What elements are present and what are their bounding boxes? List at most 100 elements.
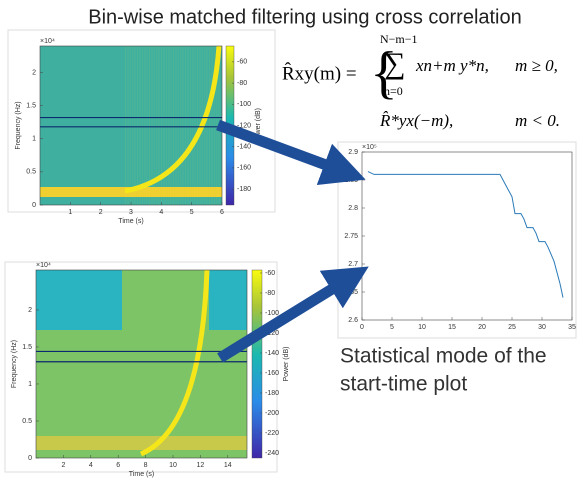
spectrogram-stripe: [180, 46, 182, 205]
x-axis-label: Time (s): [129, 471, 154, 478]
spectrogram-stripe: [141, 46, 143, 205]
spectrogram-stripe: [165, 46, 167, 205]
x-tick-label: 8: [144, 462, 148, 469]
y-axis-label: Frequency (Hz): [11, 340, 18, 388]
x-tick-label: 15: [448, 324, 456, 331]
spectrogram-stripe: [132, 46, 134, 205]
spectrogram-band: [36, 436, 247, 450]
spectrogram-stripe: [134, 46, 136, 205]
x-tick-label: 6: [116, 462, 120, 469]
colorbar: [251, 269, 263, 459]
colorbar-tick-label: -180: [265, 390, 279, 397]
plot-frame: [35, 269, 248, 459]
x-tick-label: 20: [478, 324, 486, 331]
panel: [337, 141, 577, 339]
spectrogram-stripe: [177, 46, 179, 205]
formula-condition: m ≥ 0,: [515, 56, 558, 75]
spectrogram-stripe: [216, 46, 218, 205]
spectrogram-stripe: [211, 46, 213, 205]
colorbar-tick-label: -60: [237, 59, 247, 66]
y-tick-label: 2.65: [344, 289, 358, 296]
spectrogram-stripe: [156, 46, 158, 205]
spectrogram-stripe: [137, 46, 138, 205]
colorbar-tick-label: -180: [237, 186, 251, 193]
axis-exponent: ×10⁵: [362, 144, 377, 151]
spectrogram-stripe: [161, 46, 162, 205]
formula: R̂xy(m) = { N−m−1 ∑ n=0 xn+m y*n, m ≥ 0,…: [282, 32, 560, 130]
spectrogram-stripe: [153, 46, 155, 205]
x-tick-label: 0: [360, 324, 364, 331]
spectrogram-stripe: [139, 46, 141, 205]
spectrogram-stripe: [149, 46, 150, 205]
x-tick-label: 3: [129, 209, 133, 216]
x-tick-label: 5: [190, 209, 194, 216]
x-tick-label: 30: [538, 324, 546, 331]
formula-lower: n=0: [384, 84, 403, 98]
y-axis-label: Frequency (Hz): [15, 101, 22, 149]
colorbar-tick-label: -80: [237, 80, 247, 87]
x-tick-label: 2: [61, 462, 65, 469]
colorbar-tick-label: -160: [237, 165, 251, 172]
y-tick-label: 0: [28, 455, 32, 462]
spectrogram-stripe: [206, 46, 208, 205]
y-tick-label: 0.5: [26, 169, 36, 176]
spectrogram-stripe: [194, 46, 196, 205]
arrow: [217, 266, 369, 363]
y-tick-label: 2.7: [348, 261, 358, 268]
caption: start-time plot: [340, 373, 467, 396]
spectrogram-stripe: [213, 46, 215, 205]
colorbar-label: Power (dB): [255, 108, 262, 143]
spectrogram-stripe: [151, 46, 153, 205]
formula-brace: {: [370, 39, 398, 104]
colorbar-tick-label: -120: [237, 122, 251, 129]
colorbar-tick-label: -80: [265, 290, 275, 297]
y-tick-label: 1: [32, 136, 36, 143]
colorbar-tick-label: -100: [265, 310, 279, 317]
x-tick-label: 35: [568, 324, 576, 331]
y-tick-label: 2: [32, 69, 36, 76]
formula-sum: ∑: [384, 47, 405, 80]
formula-condition: m < 0.: [515, 111, 560, 130]
spectrogram-stripe: [125, 46, 126, 205]
x-tick-label: 5: [390, 324, 394, 331]
x-axis-label: Time (s): [118, 218, 143, 225]
spectrogram-chirp: [124, 45, 222, 194]
colorbar-tick-label: -120: [265, 330, 279, 337]
formula-upper: N−m−1: [380, 32, 418, 46]
x-tick-label: 2: [99, 209, 103, 216]
spectrogram-stripe: [168, 46, 170, 205]
colorbar-tick-label: -140: [265, 350, 279, 357]
spectrogram-stripe: [158, 46, 160, 205]
y-tick-label: 0: [32, 202, 36, 209]
axis-exponent: ×10⁴: [36, 262, 51, 269]
colorbar-tick-label: -100: [237, 101, 251, 108]
spectrogram-stripe: [163, 46, 165, 205]
caption: Statistical mode of the: [340, 345, 547, 368]
spectrogram-stripe: [144, 46, 146, 205]
plot-frame: [361, 151, 573, 321]
x-tick-label: 14: [224, 462, 232, 469]
spectrogram-stripe: [192, 46, 194, 205]
spectrogram-stripe: [175, 46, 177, 205]
y-tick-label: 0.5: [22, 418, 32, 425]
axis-exponent: ×10⁴: [40, 38, 55, 45]
arrow: [216, 119, 366, 185]
y-tick-label: 1: [28, 381, 32, 388]
x-tick-label: 1: [68, 209, 72, 216]
formula-term: R̂*yx(−m),: [379, 111, 453, 130]
y-tick-label: 2.9: [348, 149, 358, 156]
spectrogram: [40, 46, 222, 205]
x-tick-label: 10: [169, 462, 177, 469]
y-tick-label: 2.6: [348, 317, 358, 324]
x-tick-label: 12: [197, 462, 205, 469]
spectrogram-stripe: [185, 46, 186, 205]
colorbar-tick-label: -200: [265, 410, 279, 417]
spectrogram-region: [209, 270, 247, 330]
colorbar-tick-label: -160: [265, 370, 279, 377]
colorbar-tick-label: -220: [265, 430, 279, 437]
x-tick-label: 4: [159, 209, 163, 216]
x-tick-label: 6: [220, 209, 224, 216]
spectrogram-stripe: [127, 46, 129, 205]
y-tick-label: 2: [28, 307, 32, 314]
